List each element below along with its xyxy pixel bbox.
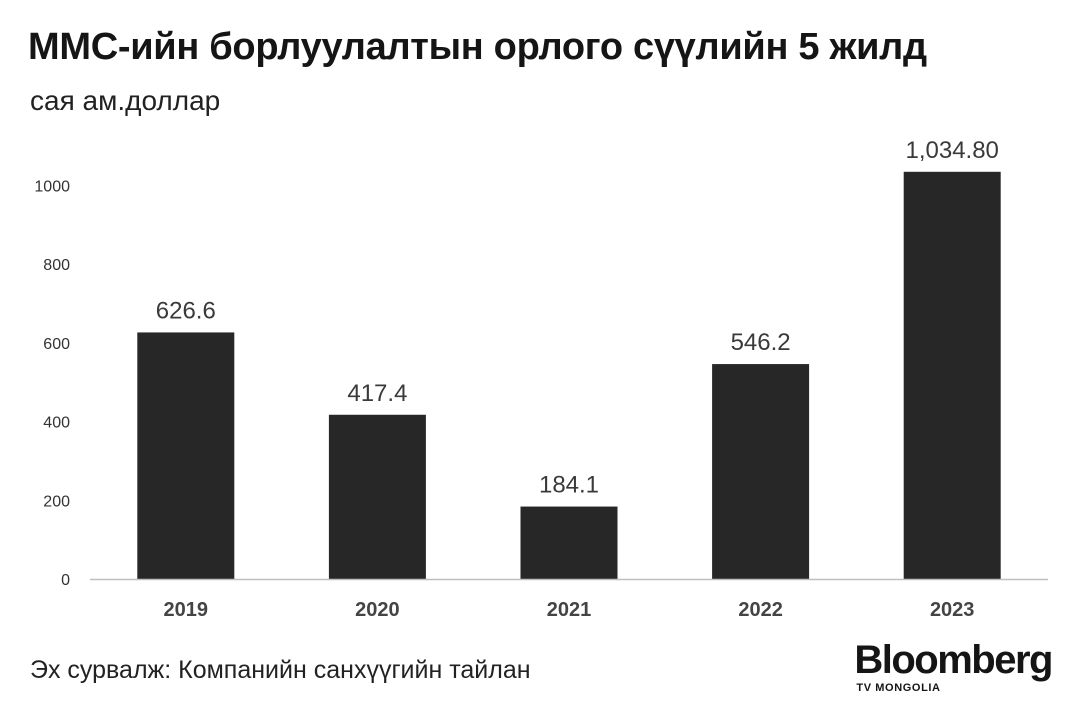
logo-subtitle: TV MONGOLIA [856, 682, 941, 694]
x-category-label: 2020 [355, 599, 400, 621]
bar-2023 [903, 171, 1001, 579]
x-category-label: 2023 [930, 599, 975, 621]
data-label: 546.2 [731, 329, 791, 356]
data-label: 1,034.80 [905, 137, 998, 164]
x-category-label: 2019 [164, 599, 209, 621]
y-tick-label: 200 [43, 493, 70, 510]
data-label: 626.6 [156, 297, 216, 324]
logo-wordmark: Bloomberg [854, 638, 1053, 682]
bar-2019 [137, 332, 235, 579]
data-label: 184.1 [539, 472, 599, 499]
bar-2020 [328, 414, 426, 579]
bar-2021 [520, 506, 618, 579]
chart-subtitle: сая ам.доллар [30, 85, 221, 116]
y-tick-label: 600 [43, 336, 70, 353]
y-tick-label: 0 [61, 572, 70, 589]
x-category-label: 2021 [547, 599, 592, 621]
x-category-label: 2022 [738, 599, 783, 621]
data-label: 417.4 [347, 380, 407, 407]
bar-2022 [712, 364, 810, 579]
y-tick-label: 800 [43, 257, 70, 274]
source-note: Эх сурвалж: Компанийн санхүүгийн тайлан [30, 656, 531, 684]
y-tick-label: 400 [43, 415, 70, 432]
y-tick-label: 1000 [34, 179, 70, 196]
chart-title: MMC-ийн борлуулалтын орлого сүүлийн 5 жи… [28, 26, 927, 68]
bloomberg-logo: Bloomberg TV MONGOLIA [854, 638, 1053, 694]
